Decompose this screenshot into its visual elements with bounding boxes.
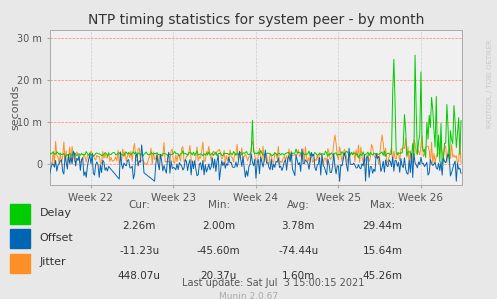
Text: -74.44u: -74.44u <box>278 246 318 256</box>
Text: Avg:: Avg: <box>287 200 310 210</box>
Text: Max:: Max: <box>370 200 395 210</box>
Text: 45.26m: 45.26m <box>363 271 403 281</box>
Text: Min:: Min: <box>208 200 230 210</box>
Text: 448.07u: 448.07u <box>118 271 161 281</box>
Text: Delay: Delay <box>40 208 72 218</box>
Text: Cur:: Cur: <box>128 200 150 210</box>
Text: Offset: Offset <box>40 233 74 243</box>
Text: Jitter: Jitter <box>40 257 67 267</box>
Text: Last update: Sat Jul  3 15:00:15 2021: Last update: Sat Jul 3 15:00:15 2021 <box>182 278 364 288</box>
Bar <box>10 229 30 248</box>
Text: RRDTOOL / TOBI OETIKER: RRDTOOL / TOBI OETIKER <box>487 39 493 128</box>
Text: 2.00m: 2.00m <box>202 222 235 231</box>
Text: -11.23u: -11.23u <box>119 246 159 256</box>
Bar <box>10 254 30 273</box>
Text: 20.37u: 20.37u <box>200 271 237 281</box>
Text: 3.78m: 3.78m <box>281 222 315 231</box>
Y-axis label: seconds: seconds <box>11 85 21 130</box>
Text: 29.44m: 29.44m <box>363 222 403 231</box>
Text: Munin 2.0.67: Munin 2.0.67 <box>219 292 278 299</box>
Text: 1.60m: 1.60m <box>282 271 315 281</box>
Bar <box>10 204 30 224</box>
Text: 2.26m: 2.26m <box>122 222 156 231</box>
Text: 15.64m: 15.64m <box>363 246 403 256</box>
Text: -45.60m: -45.60m <box>197 246 241 256</box>
Title: NTP timing statistics for system peer - by month: NTP timing statistics for system peer - … <box>88 13 424 27</box>
